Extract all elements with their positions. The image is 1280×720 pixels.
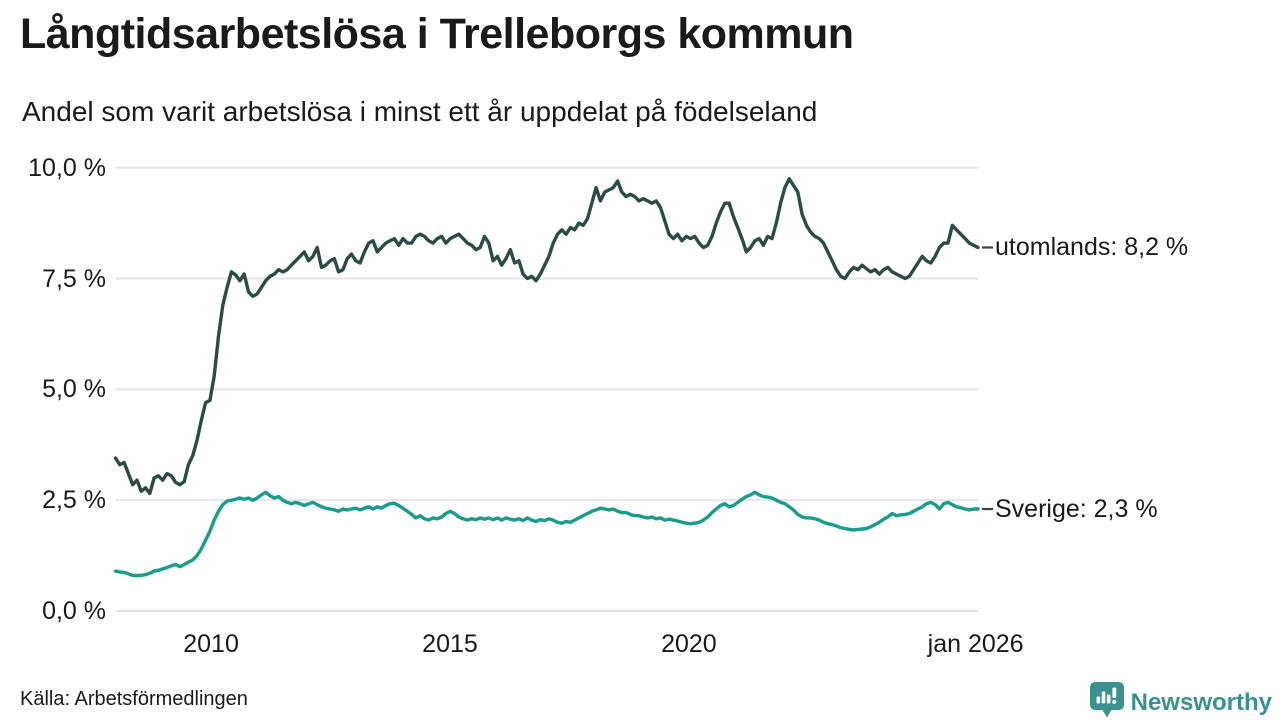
y-tick-label: 5,0 % <box>42 375 106 404</box>
page-subtitle: Andel som varit arbetslösa i minst ett å… <box>22 96 818 127</box>
series-line-Sverige <box>113 490 980 578</box>
series-end-label-utomlands: utomlands: 8,2 % <box>995 233 1189 262</box>
x-tick-label: 2015 <box>422 630 478 658</box>
series-end-label-sverige: Sverige: 2,3 % <box>995 495 1158 524</box>
x-tick-label: 2010 <box>183 630 239 658</box>
brand-block: Newsworthy <box>1089 681 1272 720</box>
y-tick-label: 10,0 % <box>28 153 106 182</box>
source-note: Källa: Arbetsförmedlingen <box>20 688 248 710</box>
series-line-utomlands <box>113 177 980 496</box>
y-tick-label: 2,5 % <box>42 486 106 515</box>
brand-wordmark: Newsworthy <box>1130 688 1272 716</box>
y-tick-label: 7,5 % <box>42 264 106 293</box>
y-tick-label: 0,0 % <box>42 597 106 625</box>
x-tick-label: 2020 <box>661 630 717 658</box>
x-tick-label: jan 2026 <box>927 630 1024 658</box>
page-title: Långtidsarbetslösa i Trelleborgs kommun <box>20 10 854 58</box>
newsworthy-logo-icon <box>1089 681 1125 720</box>
